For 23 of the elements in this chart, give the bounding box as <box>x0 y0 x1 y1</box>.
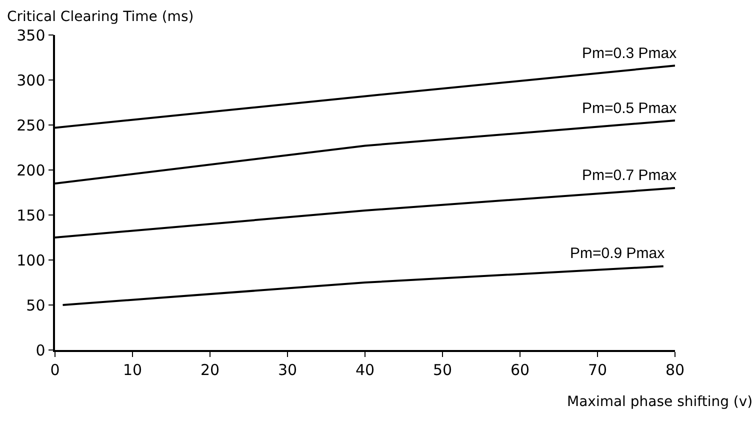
y-tick-label: 0 <box>36 341 46 360</box>
x-tick-label: 40 <box>355 360 375 379</box>
y-tick-label: 150 <box>16 206 46 224</box>
series-label: Pm=0.7 Pmax <box>582 167 678 184</box>
y-axis-title: Critical Clearing Time (ms) <box>7 9 194 25</box>
x-tick-label: 80 <box>665 360 685 379</box>
x-tick-label: 50 <box>432 360 452 379</box>
y-tick-label: 250 <box>16 116 46 134</box>
series-label: Pm=0.5 Pmax <box>582 100 678 117</box>
series-label: Pm=0.3 Pmax <box>582 45 678 62</box>
y-tick-label: 300 <box>16 71 46 90</box>
x-tick-label: 30 <box>278 360 298 379</box>
y-tick-label: 200 <box>16 161 46 180</box>
x-tick-label: 60 <box>510 360 530 379</box>
x-axis-title: Maximal phase shifting (v) <box>567 394 753 410</box>
x-tick-label: 20 <box>200 360 220 379</box>
y-tick-label: 50 <box>26 296 46 314</box>
x-tick-label: 70 <box>588 360 608 379</box>
series-label: Pm=0.9 Pmax <box>570 245 666 262</box>
x-tick-label: 0 <box>50 360 60 379</box>
y-tick-label: 100 <box>16 251 46 270</box>
x-tick-label: 10 <box>122 360 142 379</box>
y-tick-label: 350 <box>16 26 46 44</box>
